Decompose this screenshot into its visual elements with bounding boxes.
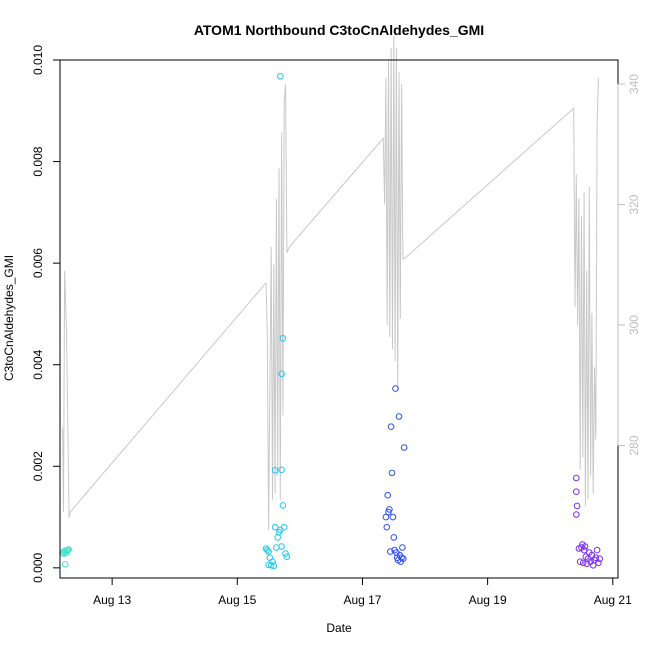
plot-area: Aug 13 Aug 15 Aug 17 Aug 19 Aug 21 0.000 0.002… <box>31 35 641 607</box>
x-tick-label-3: Aug 17 <box>343 593 381 607</box>
x-tick-label-2: Aug 15 <box>218 593 256 607</box>
data-point-1-8 <box>65 546 72 553</box>
data-point-2-20 <box>280 523 288 531</box>
data-point-2-16 <box>278 466 285 474</box>
data-point-3-1 <box>382 513 390 521</box>
y2-tick-label-2: 300 <box>627 315 641 335</box>
data-point-3-2 <box>383 523 391 531</box>
x-tick-label-1: Aug 13 <box>93 593 131 607</box>
data-point-2-9 <box>271 523 279 531</box>
data-point-4-22 <box>595 559 602 567</box>
data-point-1-9 <box>61 561 69 568</box>
data-point-2-22 <box>283 553 291 561</box>
data-point-4-3 <box>573 488 580 496</box>
x-axis-label: Date <box>326 621 352 635</box>
data-point-2-15 <box>271 467 279 474</box>
data-point-4-21 <box>593 546 601 554</box>
data-point-4-4 <box>573 474 580 482</box>
altitude-line <box>62 35 599 530</box>
data-point-1-6 <box>63 547 71 555</box>
data-point-4-23 <box>596 555 604 563</box>
chart-title: ATOM1 Northbound C3toCnAldehydes_GMI <box>194 22 484 38</box>
data-point-4-1 <box>573 511 580 518</box>
x-tick-label-4: Aug 19 <box>469 593 507 607</box>
data-point-2-18 <box>279 335 287 342</box>
data-point-2-19 <box>279 502 287 509</box>
y-tick-label-1: 0.000 <box>31 553 45 583</box>
data-point-2-3 <box>265 548 272 555</box>
data-point-3-10 <box>390 534 398 541</box>
x-tick-label-5: Aug 21 <box>594 593 632 607</box>
data-point-4-20 <box>592 554 600 562</box>
data-point-3-9 <box>389 513 397 521</box>
data-point-4-9 <box>579 559 587 567</box>
y-tick-label-4: 0.006 <box>31 248 45 278</box>
data-point-3-12 <box>392 385 399 392</box>
data-point-2-14 <box>278 543 285 550</box>
data-point-2-7 <box>269 558 276 566</box>
data-point-2-2 <box>264 546 271 554</box>
data-point-3-3 <box>384 491 392 499</box>
data-point-3-22 <box>400 555 407 563</box>
data-point-4-12 <box>582 553 590 561</box>
data-point-3-16 <box>395 413 403 420</box>
data-point-2-21 <box>282 550 289 557</box>
y-tick-label-6: 0.010 <box>31 45 45 75</box>
data-point-2-6 <box>267 562 275 569</box>
y-tick-label-3: 0.004 <box>31 349 45 379</box>
data-point-4-10 <box>580 546 588 554</box>
y2-tick-label-4: 340 <box>627 74 641 94</box>
data-point-3-7 <box>387 423 395 431</box>
data-point-4-11 <box>581 543 589 550</box>
y-tick-label-5: 0.008 <box>31 146 45 176</box>
data-point-4-2 <box>573 502 581 510</box>
data-point-2-17 <box>278 370 285 378</box>
data-point-3-5 <box>386 506 393 513</box>
data-point-2-23 <box>277 73 284 80</box>
y-tick-label-2: 0.002 <box>31 451 45 481</box>
y2-tick-label-1: 280 <box>627 435 641 455</box>
y2-tick-label-3: 320 <box>627 194 641 214</box>
data-point-3-20 <box>399 544 406 551</box>
data-point-3-21 <box>400 444 408 451</box>
data-point-3-8 <box>388 469 396 477</box>
data-point-2-8 <box>270 562 278 570</box>
data-point-4-6 <box>576 558 584 566</box>
data-point-3-6 <box>387 548 394 555</box>
y-axis-label: C3toCnAldehydes_GMI <box>2 255 16 381</box>
